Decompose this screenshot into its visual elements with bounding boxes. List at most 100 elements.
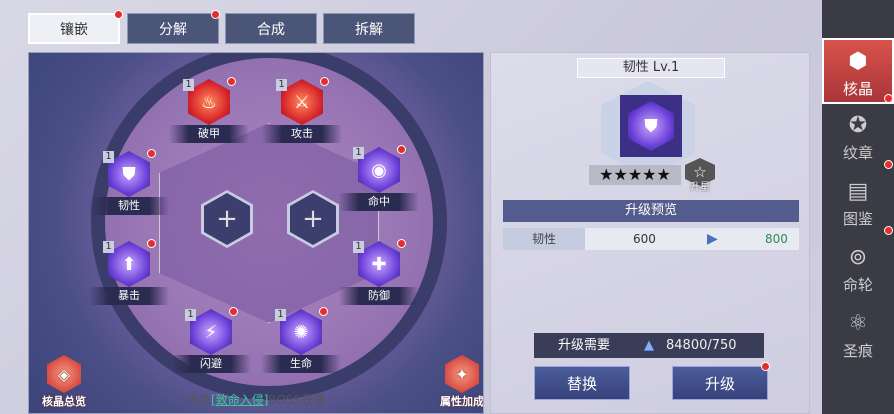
stat-row: 韧性 600 ▶ 800 [503, 228, 799, 250]
stat-current: 600 [633, 232, 656, 246]
gem-label: 破甲 [169, 125, 249, 143]
sidebar-label: 图鉴 [842, 210, 873, 228]
stat-name: 韧性 [503, 228, 585, 250]
tab-decompose[interactable]: 分解 [127, 13, 219, 44]
tab-synthesize[interactable]: 合成 [225, 13, 317, 44]
star-up-button[interactable]: ☆ 升星 [684, 158, 716, 193]
upgrade-cost: 升级需要 ▲ 84800/750 [534, 333, 764, 358]
sidebar-item[interactable]: ⬢ 核晶 [822, 38, 894, 104]
hint-link[interactable]: [致命入侵] [211, 393, 269, 407]
badge-dot [319, 307, 328, 316]
tab-inlay[interactable]: 镶嵌 [28, 13, 120, 44]
sidebar-label: 纹章 [842, 144, 873, 162]
badge-dot [320, 77, 329, 86]
badge-dot [884, 94, 893, 103]
shield-icon: ⛊ [108, 151, 150, 197]
gem-node[interactable]: ⚔ 1 攻击 [262, 77, 342, 149]
badge-dot [227, 77, 236, 86]
wheel-icon: ⊚ [848, 245, 868, 270]
arrow-right-icon: ▶ [707, 231, 718, 247]
tab-label: 分解 [159, 21, 187, 38]
gem-level: 1 [276, 79, 287, 91]
tab-dismantle[interactable]: 拆解 [323, 13, 415, 44]
sidebar-item[interactable]: ✪ 纹章 [822, 94, 894, 170]
book-icon: ▤ [847, 179, 869, 204]
sidebar-item[interactable]: ⚛ 圣痕 [822, 302, 894, 368]
empty-slot[interactable]: + [201, 190, 253, 248]
badge-dot [211, 10, 220, 19]
replace-button[interactable]: 替换 [534, 366, 630, 400]
shield-icon: ⛊ [628, 101, 674, 151]
fire-icon: ✺ [280, 309, 322, 355]
gem-portrait: ⛊ [620, 95, 682, 157]
badge-dot [147, 149, 156, 158]
crystal-icon: ▲ [644, 338, 654, 353]
sword-icon: ⚔ [281, 79, 323, 125]
badge-dot [884, 160, 893, 169]
hint-prefix: 击杀 [187, 393, 212, 407]
upgrade-label: 升级 [704, 374, 735, 393]
gem-level: 1 [353, 241, 364, 253]
star-outline-icon: ☆ [685, 158, 715, 186]
eye-icon: ◉ [358, 147, 400, 193]
armor-icon: ✚ [358, 241, 400, 287]
hint-suffix: BOSS获得 [268, 393, 326, 407]
star-rating: ★★★★★ [589, 165, 681, 185]
gem-label: 命中 [339, 193, 419, 211]
bonus-label: 属性加成 [440, 395, 484, 408]
sidebar-item[interactable]: ⊚ 命轮 [822, 226, 894, 302]
attribute-bonus-button[interactable]: ✦ 属性加成 [427, 355, 484, 409]
star-up-label: 升星 [690, 182, 710, 193]
core-overview-button[interactable]: ◈ 核晶总览 [29, 355, 99, 409]
badge-dot [114, 10, 123, 19]
gem-label: 闪避 [171, 355, 251, 373]
replace-label: 替换 [566, 374, 597, 393]
badge-dot [147, 239, 156, 248]
gem-level: 1 [275, 309, 286, 321]
badge-dot [761, 362, 770, 371]
inlay-panel: + + ♨ 1 破甲 ⚔ 1 攻击 ⛊ 1 韧性 ◉ 1 命中 ⬆ 1 暴击 ✚ 1 防御… [28, 52, 484, 414]
sidebar: ⬢ 核晶 ✪ 纹章 ▤ 图鉴 ⊚ 命轮 ⚛ 圣痕 [822, 0, 894, 414]
gem-node[interactable]: ⬆ 1 暴击 [89, 239, 169, 311]
gem-node[interactable]: ✚ 1 防御 [339, 239, 419, 311]
badge-dot [229, 307, 238, 316]
emblem-icon: ✪ [848, 113, 868, 138]
bonus-icon: ✦ [445, 355, 479, 393]
flame-icon: ♨ [188, 79, 230, 125]
gem-label: 攻击 [262, 125, 342, 143]
gem-label: 防御 [339, 287, 419, 305]
gem-label: 暴击 [89, 287, 169, 305]
sidebar-label: 核晶 [842, 80, 873, 98]
stat-next: 800 [765, 232, 788, 246]
gem-node[interactable]: ◉ 1 命中 [339, 145, 419, 217]
boot-icon: ⚡ [190, 309, 232, 355]
gem-node[interactable]: ⚡ 1 闪避 [171, 307, 251, 379]
gem-node[interactable]: ⛊ 1 韧性 [89, 149, 169, 221]
sidebar-label: 圣痕 [842, 342, 873, 360]
tab-label: 合成 [257, 21, 285, 38]
badge-dot [397, 145, 406, 154]
detail-panel: 韧性 Lv.1 ⛊ ★★★★★ ☆ 升星 升级预览 韧性 600 ▶ 800 升级… [490, 52, 810, 414]
upgrade-preview-header: 升级预览 [503, 200, 799, 222]
badge-dot [884, 226, 893, 235]
overview-icon: ◈ [47, 355, 81, 393]
gem-level: 1 [103, 241, 114, 253]
gem-level: 1 [185, 309, 196, 321]
gem-level: 1 [103, 151, 114, 163]
gem-level: 1 [183, 79, 194, 91]
sidebar-item[interactable]: ▤ 图鉴 [822, 160, 894, 236]
cost-label: 升级需要 [557, 338, 610, 353]
gem-node[interactable]: ✺ 1 生命 [261, 307, 341, 379]
badge-dot [397, 239, 406, 248]
core-icon: ⬢ [848, 49, 868, 74]
cost-value: 84800/750 [666, 338, 737, 353]
gem-label: 韧性 [89, 197, 169, 215]
overview-label: 核晶总览 [42, 395, 86, 408]
tab-label: 拆解 [355, 21, 383, 38]
atom-icon: ⚛ [848, 311, 868, 336]
plus-icon: + [290, 193, 336, 245]
sidebar-label: 命轮 [842, 276, 873, 294]
upgrade-button[interactable]: 升级 [672, 366, 768, 400]
gem-node[interactable]: ♨ 1 破甲 [169, 77, 249, 149]
arrow-up-icon: ⬆ [108, 241, 150, 287]
